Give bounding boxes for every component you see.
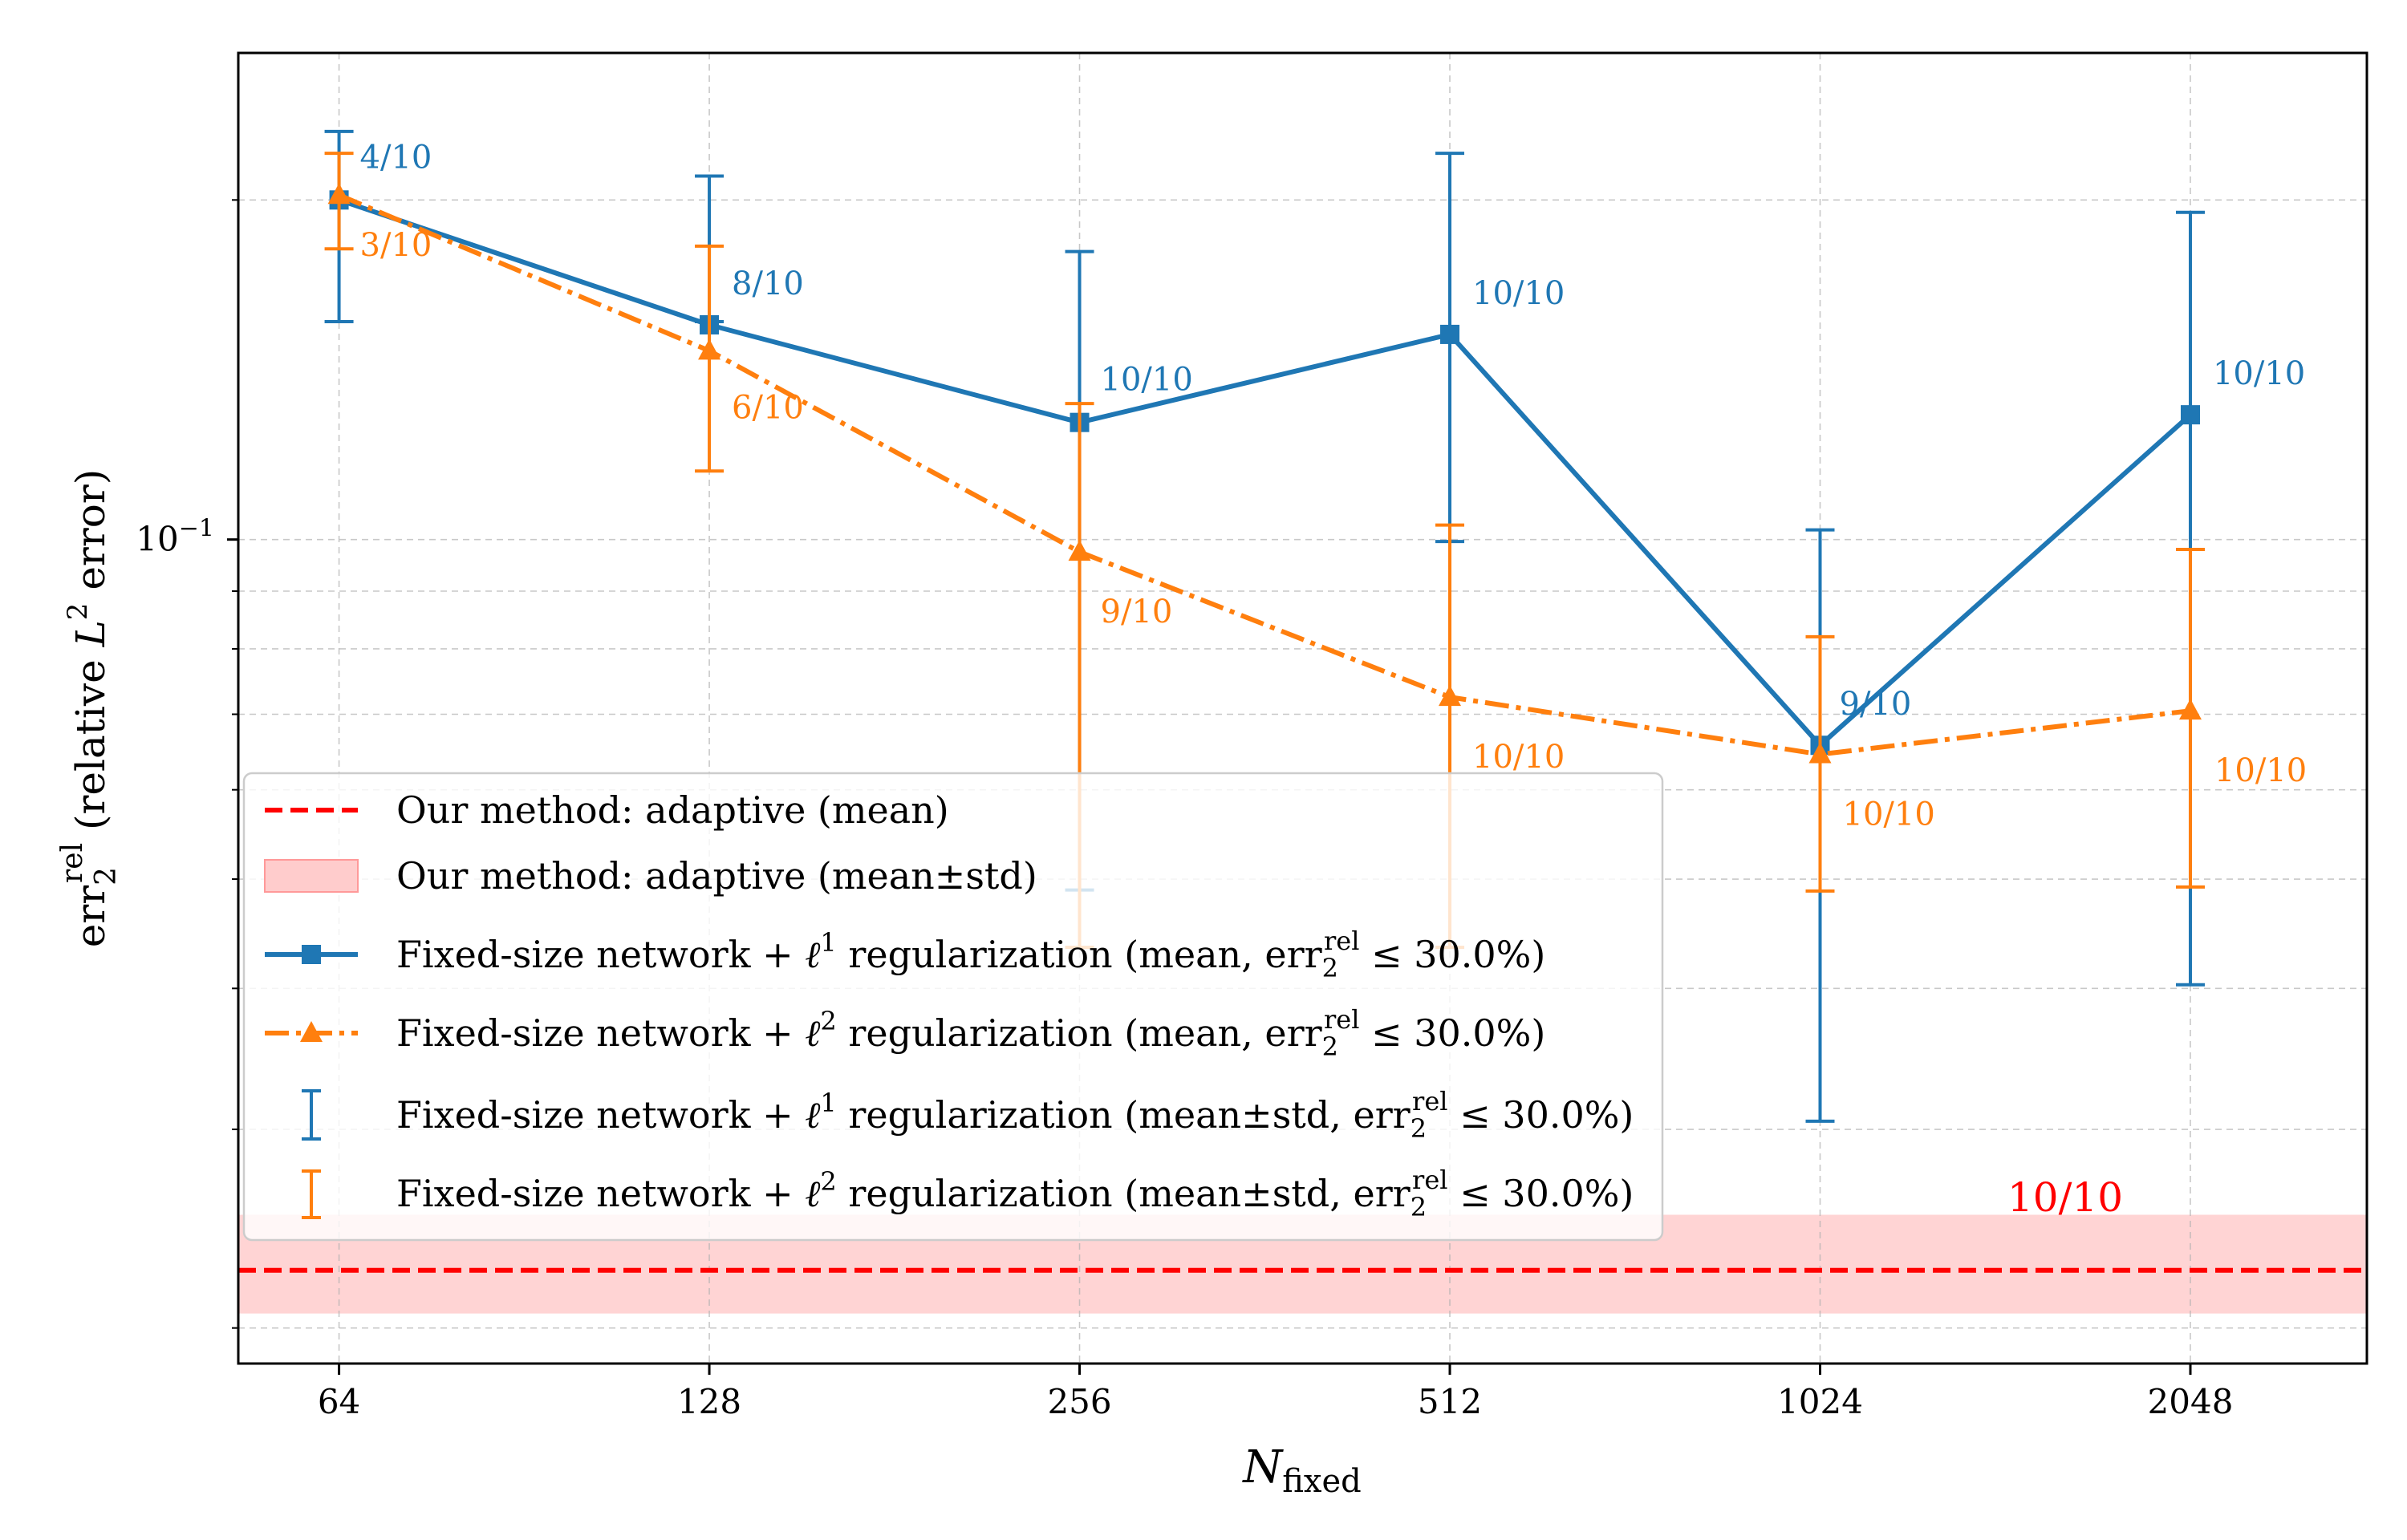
legend-l1-mean-reg: regularization (mean, err [837,933,1322,976]
point-label-l1-4: 9/10 [1840,686,1912,723]
legend-label-l2-std: Fixed-size network + ℓ2 regularization (… [396,1165,1634,1222]
legend-l2-mean-ell: ℓ [805,1011,821,1055]
point-label-l1-0: 4/10 [360,139,432,176]
series-line-l2 [338,192,2191,757]
legend-l2-std-tail: ≤ 30.0%) [1448,1172,1634,1215]
point-label-l2-5: 10/10 [2214,752,2307,789]
legend-swatch-l2-marker [300,1021,323,1042]
legend-l1-mean-sub: 2 [1322,953,1338,983]
x-axis-title: Nfixed [1241,1441,1362,1500]
x-tick-label-5: 2048 [2148,1382,2234,1421]
legend-l2-std-reg: regularization (mean±std, err [837,1172,1411,1215]
y-axis-title-Lsup: 2 [62,603,94,621]
marker-l1-5 [2180,405,2200,425]
y-tick-label-exp-0: −1 [179,515,214,543]
x-tick-label-0: 64 [318,1382,360,1421]
legend-l2-mean-reg: regularization (mean, err [837,1011,1322,1055]
legend-l1-mean-prefix: Fixed-size network + [396,933,805,976]
legend-box [242,772,1664,1242]
marker-l2-0 [327,183,351,205]
marker-l1-3 [1440,324,1460,344]
legend-l1-std-prefix: Fixed-size network + [396,1093,805,1137]
legend-l2-mean-prefix: Fixed-size network + [396,1011,805,1055]
legend-l2-std-suprel: rel [1412,1165,1447,1195]
legend-label-reference-band: Our method: adaptive (mean±std) [396,854,1037,898]
legend-l2-std-prefix: Fixed-size network + [396,1172,805,1215]
y-tick-label-base-0: 10 [136,520,178,559]
legend-swatch-l2-errorbar [302,1169,321,1219]
x-tick-label-2: 256 [1047,1382,1111,1421]
legend-l2-std-sub: 2 [1411,1192,1427,1222]
legend-l2-mean-sub: 2 [1322,1031,1338,1062]
legend-label-l1-std: Fixed-size network + ℓ1 regularization (… [396,1086,1634,1144]
point-label-l2-3: 10/10 [1472,739,1565,776]
reference-count-label: 10/10 [2007,1174,2123,1221]
y-axis-title-end: error) [67,469,114,603]
x-axis-title-main: N [1241,1441,1284,1493]
point-labels-layer: 4/10 8/10 10/10 10/10 9/10 10/10 3/10 6/10 9/10 1… [360,139,2308,833]
y-axis-title-rest: (relative [67,646,114,843]
legend-l2-mean-tail: ≤ 30.0%) [1359,1011,1545,1055]
y-axis-title-sup: rel [56,843,89,883]
legend-label-reference-mean: Our method: adaptive (mean) [396,788,949,832]
point-label-l2-4: 10/10 [1843,796,1935,833]
y-axis-title-err: err [67,886,114,947]
legend-l1-std-ell: ℓ [805,1093,821,1137]
legend-swatch-l1-marker [302,945,321,964]
legend-l1-mean-tail: ≤ 30.0%) [1359,933,1545,976]
legend-l1-std-suprel: rel [1412,1086,1447,1116]
legend-swatch-l1-errorbar [302,1089,321,1141]
point-label-l2-1: 6/10 [732,389,804,426]
point-label-l2-2: 9/10 [1101,594,1173,630]
y-axis-title-sub: 2 [90,867,123,886]
marker-l2-5 [2178,699,2202,720]
y-tick-label-0: 10−1 [136,515,214,559]
legend-label-l2-mean: Fixed-size network + ℓ2 regularization (… [396,1004,1545,1062]
x-tick-label-1: 128 [677,1382,741,1421]
axis-layer: 64 128 256 512 1024 2048 10−1 [136,199,2234,1421]
legend-l2-mean-sup: 2 [820,1006,836,1036]
legend-l1-mean-ell: ℓ [805,933,821,976]
legend: Our method: adaptive (mean) Our method: … [242,772,1664,1242]
legend-l1-mean-sup: 1 [820,927,836,958]
legend-swatch-reference-band [264,859,359,893]
legend-label-l1-mean: Fixed-size network + ℓ1 regularization (… [396,926,1545,983]
y-axis-title: err2rel (relative L2 error) [56,469,123,948]
legend-l1-std-sub: 2 [1411,1113,1427,1144]
legend-l2-std-sup: 2 [820,1166,836,1197]
legend-l2-std-ell: ℓ [805,1172,821,1215]
marker-l2-3 [1439,685,1462,707]
point-label-l1-3: 10/10 [1472,275,1565,312]
legend-l1-std-sup: 1 [820,1088,836,1118]
x-axis-title-sub: fixed [1282,1463,1362,1500]
y-axis-title-group: err2rel (relative L2 error) [56,469,123,948]
point-label-l1-1: 8/10 [732,265,804,302]
point-label-l1-5: 10/10 [2213,355,2305,392]
x-tick-label-4: 1024 [1777,1382,1863,1421]
y-axis-title-L: L [67,620,114,647]
marker-l2-4 [1808,742,1832,764]
point-label-l2-0: 3/10 [360,227,432,264]
x-tick-label-3: 512 [1418,1382,1482,1421]
plot-frame [237,51,2368,1365]
legend-l1-mean-suprel: rel [1324,926,1359,956]
series-line-l1 [338,197,2192,748]
legend-l2-mean-suprel: rel [1324,1004,1359,1035]
marker-l2-1 [698,338,721,360]
legend-l1-std-reg: regularization (mean±std, err [837,1093,1411,1137]
legend-l1-std-tail: ≤ 30.0%) [1448,1093,1634,1137]
marker-l2-2 [1068,540,1091,561]
point-label-l1-2: 10/10 [1101,362,1193,399]
